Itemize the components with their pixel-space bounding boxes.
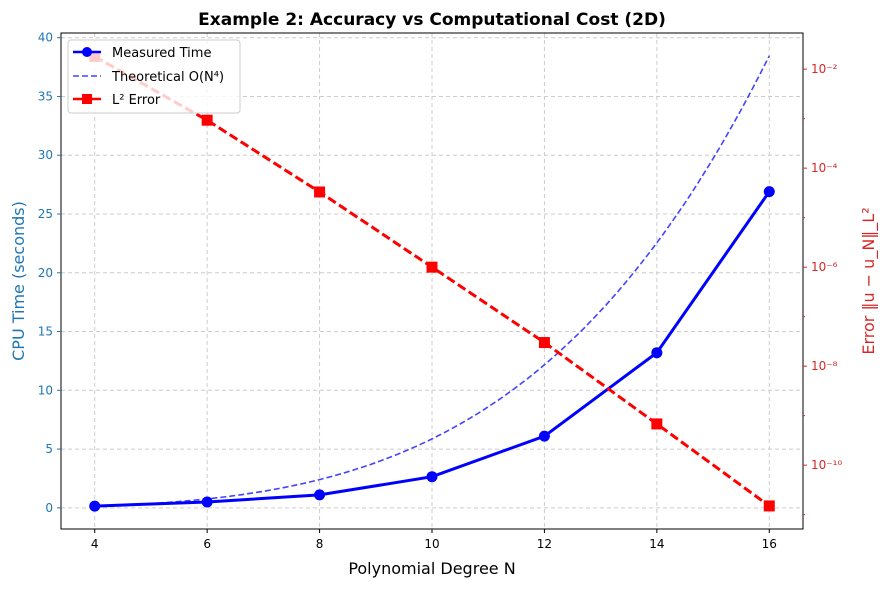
x-tick-label: 16 <box>762 537 777 551</box>
y-axis-right-label: Error ‖u − u_N‖_L² <box>859 207 879 354</box>
legend-label-theoretical: Theoretical O(N⁴) <box>111 70 224 85</box>
measured-time-point <box>763 186 775 198</box>
y-tick-label: 35 <box>38 89 53 103</box>
chart-title: Example 2: Accuracy vs Computational Cos… <box>198 10 666 30</box>
measured-time-point <box>201 496 213 508</box>
measured-time-point <box>651 347 663 359</box>
y-right-tick-label: 10⁻² <box>811 62 838 76</box>
y-axis-label: CPU Time (seconds) <box>9 201 28 361</box>
legend-label-measured: Measured Time <box>112 46 211 61</box>
legend-marker-measured <box>82 47 92 57</box>
y-tick-label: 0 <box>45 501 53 515</box>
legend-label-error: L² Error <box>112 93 161 108</box>
measured-time-point <box>426 471 438 483</box>
error-point <box>426 261 438 273</box>
x-tick-label: 6 <box>203 537 211 551</box>
error-point <box>651 418 663 430</box>
series-layer <box>89 50 775 512</box>
y-tick-label: 5 <box>45 442 53 456</box>
error-point <box>201 114 213 126</box>
legend-box <box>67 39 241 114</box>
error-point <box>763 500 775 512</box>
measured-time-point <box>538 430 550 442</box>
legend-marker-error <box>82 94 92 104</box>
y-tick-label: 15 <box>38 325 53 339</box>
y-tick-label: 20 <box>38 266 53 280</box>
y-tick-label: 25 <box>38 207 53 221</box>
y-right-tick-label: 10⁻⁸ <box>811 359 838 373</box>
x-tick-label: 14 <box>649 537 664 551</box>
grid <box>61 33 803 529</box>
y-tick-label: 30 <box>38 148 53 162</box>
y-tick-label: 40 <box>38 31 53 45</box>
x-tick-label: 8 <box>316 537 324 551</box>
error-point <box>538 337 550 349</box>
error-point <box>314 186 326 198</box>
x-tick-label: 10 <box>424 537 439 551</box>
y-right-tick-label: 10⁻⁴ <box>811 161 838 175</box>
measured-time-point <box>89 500 101 512</box>
legend: Measured Time Theoretical O(N⁴) L² Error <box>67 39 241 114</box>
x-tick-label: 12 <box>537 537 552 551</box>
y-right-tick-label: 10⁻⁶ <box>811 260 838 274</box>
x-tick-label: 4 <box>91 537 99 551</box>
measured-time-point <box>314 489 326 501</box>
y-axis-right: 10⁻² 10⁻⁴ 10⁻⁶ 10⁻⁸ 10⁻¹⁰ <box>803 62 842 516</box>
y-right-tick-label: 10⁻¹⁰ <box>811 458 842 472</box>
y-tick-label: 10 <box>38 383 53 397</box>
x-axis-label: Polynomial Degree N <box>348 559 515 578</box>
x-axis: 4 6 8 10 12 14 16 <box>91 529 777 551</box>
y-axis-left: 0 5 10 15 20 25 30 35 40 <box>38 31 61 515</box>
